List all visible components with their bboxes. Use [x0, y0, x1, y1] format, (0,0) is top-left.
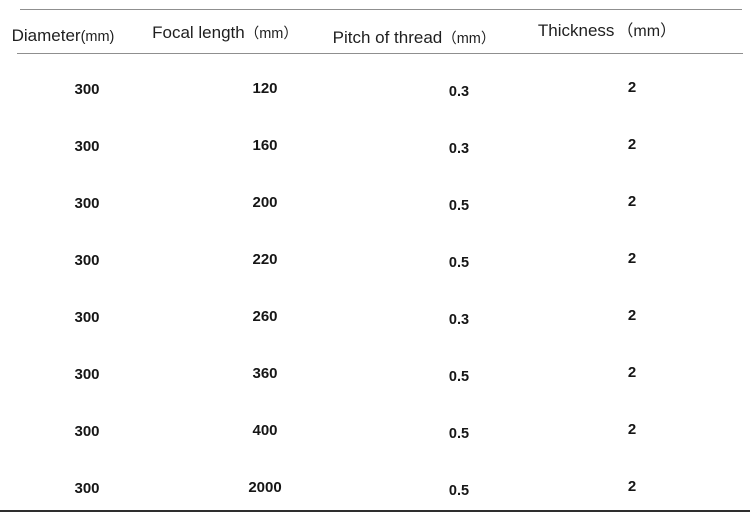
table-row: 300 120 0.3 2: [0, 79, 750, 100]
column-header-unit: (mm): [80, 29, 115, 45]
column-header-label: Diameter: [11, 26, 81, 45]
cell-focal-length: 160: [252, 137, 278, 154]
column-header-label: Focal length: [152, 23, 245, 42]
cell-pitch-of-thread: 0.3: [448, 141, 470, 157]
cell-focal-length: 400: [252, 422, 278, 439]
cell-focal-length: 200: [252, 194, 278, 211]
cell-diameter: 300: [74, 252, 100, 269]
cell-diameter: 300: [74, 138, 100, 155]
cell-focal-length: 260: [252, 308, 278, 325]
column-header-label: Thickness: [537, 21, 615, 40]
column-header-thickness: Thickness （mm）: [538, 21, 676, 42]
column-header-unit: （mm）: [244, 26, 298, 42]
table-row: 300 160 0.3 2: [0, 136, 750, 157]
cell-diameter: 300: [74, 423, 100, 440]
cell-pitch-of-thread: 0.3: [448, 312, 470, 328]
table-row: 300 260 0.3 2: [0, 307, 750, 328]
table-row: 300 200 0.5 2: [0, 193, 750, 214]
cell-thickness: 2: [627, 364, 637, 381]
column-header-unit: （mm）: [617, 23, 677, 40]
column-header-focal-length: Focal length（mm）: [152, 23, 298, 44]
cell-pitch-of-thread: 0.5: [448, 483, 470, 499]
cell-pitch-of-thread: 0.5: [448, 198, 470, 214]
cell-pitch-of-thread: 0.5: [448, 369, 470, 385]
table-row: 300 400 0.5 2: [0, 421, 750, 442]
table-bottom-border: [0, 510, 750, 512]
table-row: 300 220 0.5 2: [0, 250, 750, 271]
cell-diameter: 300: [74, 81, 100, 98]
cell-focal-length: 220: [252, 251, 278, 268]
cell-focal-length: 360: [252, 365, 278, 382]
cell-pitch-of-thread: 0.5: [448, 255, 470, 271]
column-header-diameter: Diameter(mm): [12, 26, 115, 47]
cell-focal-length: 2000: [248, 479, 282, 496]
cell-thickness: 2: [627, 478, 637, 495]
cell-thickness: 2: [627, 307, 637, 324]
header-divider: [17, 53, 743, 54]
cell-thickness: 2: [627, 250, 637, 267]
cell-thickness: 2: [627, 136, 637, 153]
table-row: 300 360 0.5 2: [0, 364, 750, 385]
cell-diameter: 300: [74, 480, 100, 497]
cell-pitch-of-thread: 0.3: [448, 84, 470, 100]
cell-pitch-of-thread: 0.5: [448, 426, 470, 442]
cell-diameter: 300: [74, 195, 100, 212]
cell-diameter: 300: [74, 309, 100, 326]
cell-focal-length: 120: [252, 80, 278, 97]
cell-thickness: 2: [627, 421, 637, 438]
column-header-label: Pitch of thread: [332, 28, 443, 47]
cell-thickness: 2: [627, 79, 637, 96]
cell-thickness: 2: [627, 193, 637, 210]
column-header-pitch-of-thread: Pitch of thread（mm）: [333, 28, 496, 49]
column-header-unit: （mm）: [442, 31, 496, 47]
table-top-border: [20, 9, 742, 10]
cell-diameter: 300: [74, 366, 100, 383]
table-row: 300 2000 0.5 2: [0, 478, 750, 499]
